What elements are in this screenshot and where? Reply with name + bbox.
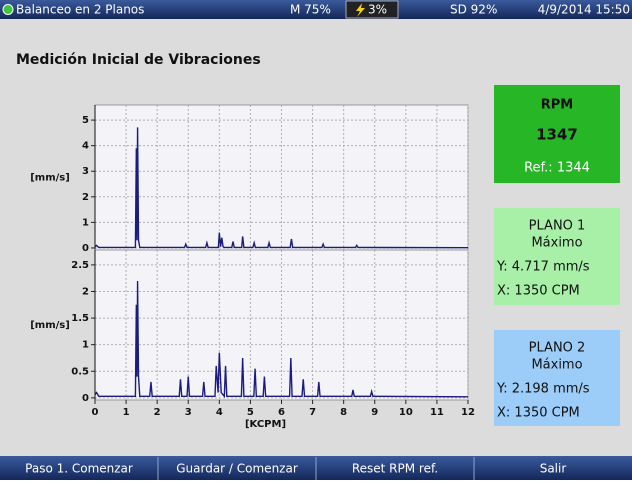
x-tick-label: 12 xyxy=(461,407,475,418)
x-tick-label: 4 xyxy=(216,407,223,418)
status-dot xyxy=(2,4,14,15)
plot-area xyxy=(94,249,469,401)
plane2-title: PLANO 2 xyxy=(529,341,586,356)
plane2-x: X: 1350 CPM xyxy=(497,406,580,421)
y-tick-label: 4 xyxy=(82,141,89,152)
x-tick-label: 3 xyxy=(185,407,192,418)
y-tick-label: 0.5 xyxy=(71,366,89,377)
rpm-panel xyxy=(494,85,620,183)
button-label[interactable]: Reset RPM ref. xyxy=(352,462,438,476)
y-tick-label: 2.5 xyxy=(71,260,89,271)
plane1-x: X: 1350 CPM xyxy=(497,284,580,299)
page-title: Medición Inicial de Vibraciones xyxy=(16,52,261,68)
spectrum-line xyxy=(94,127,469,249)
x-tick-label: 11 xyxy=(430,407,444,418)
y-axis-label: [mm/s] xyxy=(30,320,70,331)
y-tick-label: 2 xyxy=(82,286,89,297)
y-tick-label: 1 xyxy=(82,217,89,228)
button-label[interactable]: Paso 1. Comenzar xyxy=(25,462,133,476)
sd: SD 92% xyxy=(450,3,497,17)
x-tick-label: 9 xyxy=(371,407,378,418)
battery-icon xyxy=(356,3,365,17)
x-axis-label: [KCPM] xyxy=(245,419,286,430)
app-name: Balanceo en 2 Planos xyxy=(16,3,144,17)
x-tick-label: 7 xyxy=(309,407,316,418)
plane2-y: Y: 2.198 mm/s xyxy=(496,382,590,397)
x-tick-label: 8 xyxy=(340,407,347,418)
battery: 3% xyxy=(368,3,387,17)
y-tick-label: 3 xyxy=(82,166,89,177)
plane2-subtitle: Máximo xyxy=(531,358,582,373)
y-tick-label: 0 xyxy=(82,393,89,404)
status-bar xyxy=(0,0,632,19)
plane1-panel xyxy=(494,208,620,305)
plane2-panel xyxy=(494,330,620,426)
datetime: 4/9/2014 15:50 xyxy=(538,3,630,17)
rpm-ref: Ref.: 1344 xyxy=(524,161,590,176)
x-tick-label: 1 xyxy=(123,407,130,418)
x-tick-label: 6 xyxy=(278,407,285,418)
button-label[interactable]: Salir xyxy=(540,462,567,476)
spectrum-line xyxy=(94,280,469,399)
y-tick-label: 1 xyxy=(82,340,89,351)
button-label[interactable]: Guardar / Comenzar xyxy=(176,462,298,476)
y-tick-label: 5 xyxy=(82,115,89,126)
y-tick-label: 2 xyxy=(82,192,89,203)
y-axis-label: [mm/s] xyxy=(30,173,70,184)
y-tick-label: 0 xyxy=(82,243,89,254)
rpm-value: 1347 xyxy=(536,126,578,144)
y-tick-label: 1.5 xyxy=(71,313,89,324)
x-tick-label: 2 xyxy=(154,407,161,418)
plane1-title: PLANO 1 xyxy=(529,219,586,234)
plane1-subtitle: Máximo xyxy=(531,236,582,251)
rpm-title: RPM xyxy=(541,98,573,113)
plane1-y: Y: 4.717 mm/s xyxy=(496,260,590,275)
memory: M 75% xyxy=(290,3,331,17)
x-tick-label: 10 xyxy=(399,407,413,418)
x-tick-label: 5 xyxy=(247,407,254,418)
x-tick-label: 0 xyxy=(92,407,99,418)
